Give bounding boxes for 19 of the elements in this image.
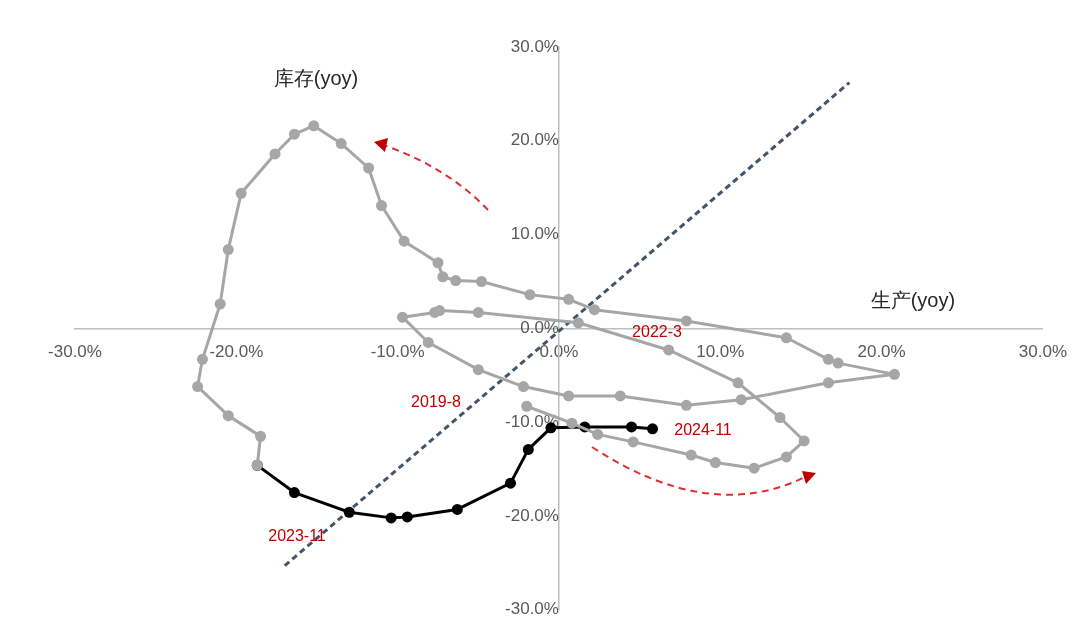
x-tick-label: 0.0%: [539, 342, 579, 362]
y-tick-label: 20.0%: [510, 130, 559, 150]
x-tick-label: 20.0%: [857, 342, 906, 362]
annotation: 2019-8: [411, 393, 462, 411]
x-tick-label: -10.0%: [370, 342, 425, 362]
x-tick-label: 10.0%: [696, 342, 745, 362]
y-tick-label: -30.0%: [505, 599, 559, 619]
y-tick-label: 0.0%: [520, 318, 559, 338]
x-tick-label: -30.0%: [48, 342, 102, 362]
x-tick-label: -20.0%: [209, 342, 264, 362]
y-axis-title: 库存(yoy): [273, 66, 359, 89]
annotation: 2024-11: [674, 421, 732, 439]
x-axis-title: 生产(yoy): [870, 288, 956, 311]
y-tick-label: -20.0%: [505, 505, 559, 525]
x-tick-label: 30.0%: [1018, 342, 1067, 362]
y-tick-label: 10.0%: [510, 224, 559, 244]
annotation: 2023-11: [268, 527, 326, 545]
annotation: 2022-3: [632, 323, 683, 341]
y-tick-label: 30.0%: [510, 36, 559, 56]
